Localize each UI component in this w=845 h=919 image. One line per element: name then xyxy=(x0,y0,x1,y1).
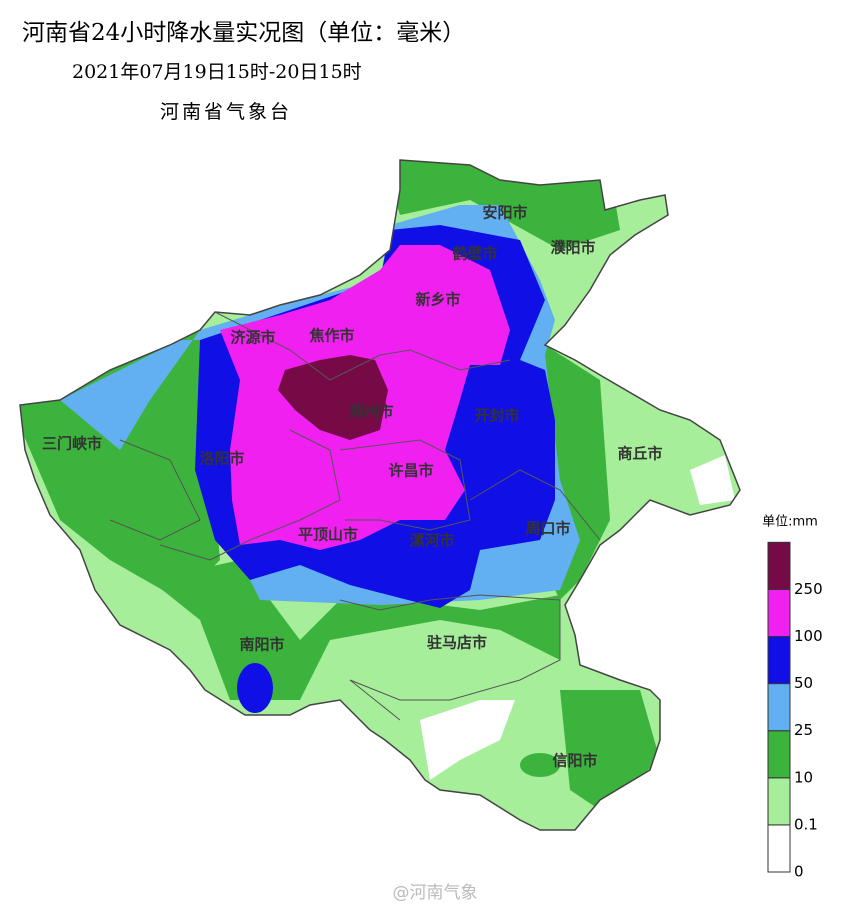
city-label: 商丘市 xyxy=(617,445,662,463)
city-label: 济源市 xyxy=(230,329,275,347)
legend-label: 250 xyxy=(794,580,823,598)
legend-label: 100 xyxy=(794,627,823,645)
city-label: 漯河市 xyxy=(409,532,454,550)
city-label: 信阳市 xyxy=(552,752,597,770)
agency: 河南省气象台 xyxy=(160,101,292,123)
legend-swatch xyxy=(767,777,791,826)
city-borders xyxy=(109,311,601,721)
city-label: 濮阳市 xyxy=(550,239,595,257)
legend-title: 单位:mm xyxy=(762,515,818,530)
legend-swatch xyxy=(767,824,791,873)
city-label: 许昌市 xyxy=(388,462,433,480)
city-label: 驻马店市 xyxy=(427,634,487,652)
city-label: 安阳市 xyxy=(482,204,527,222)
legend-label: 10 xyxy=(794,768,813,786)
map-subtitle: 2021年07月19日15时-20日15时 xyxy=(72,61,362,83)
legend: 0 0.1 10 25 50 100 250 xyxy=(767,541,823,881)
map-title: 河南省24小时降水量实况图（单位：毫米） xyxy=(22,20,465,46)
legend-swatch xyxy=(767,730,791,779)
city-label: 新乡市 xyxy=(415,291,460,309)
watermark: @河南气象 xyxy=(393,883,478,903)
city-label: 鹤壁市 xyxy=(452,245,497,263)
rain-map xyxy=(20,160,740,830)
legend-swatch xyxy=(767,541,791,590)
city-labels: 安阳市 鹤壁市 濮阳市 新乡市 济源市 焦作市 郑州市 开封市 三门峡市 洛阳市… xyxy=(42,204,663,770)
legend-label: 0 xyxy=(794,863,804,881)
legend-label: 25 xyxy=(794,721,813,739)
city-label: 南阳市 xyxy=(239,636,284,654)
legend-swatch xyxy=(767,636,791,685)
city-label: 焦作市 xyxy=(308,327,354,345)
legend-label: 50 xyxy=(794,674,813,692)
city-label: 开封市 xyxy=(474,407,519,425)
city-label: 洛阳市 xyxy=(199,450,244,468)
legend-swatch xyxy=(767,588,791,638)
city-label: 三门峡市 xyxy=(42,435,102,453)
city-label: 周口市 xyxy=(525,520,570,538)
legend-label: 0.1 xyxy=(794,815,818,833)
legend-swatch xyxy=(767,683,791,732)
city-label: 平顶山市 xyxy=(298,526,358,544)
city-label: 郑州市 xyxy=(348,403,393,421)
